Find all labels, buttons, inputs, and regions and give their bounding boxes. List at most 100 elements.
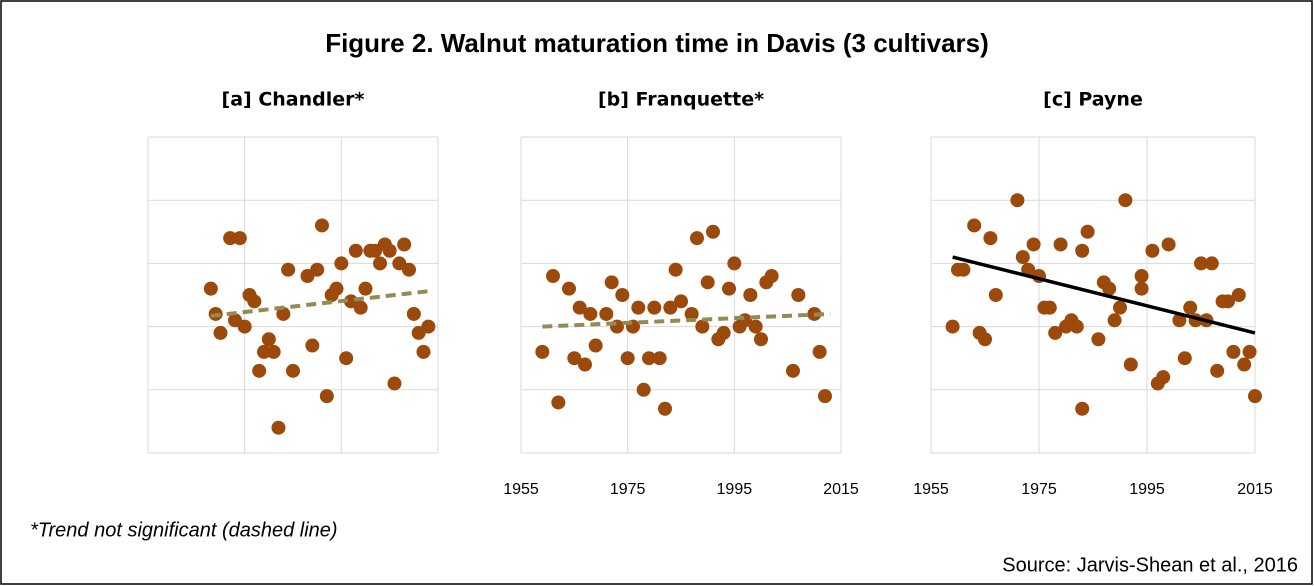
point: [1183, 300, 1198, 315]
point: [276, 306, 291, 321]
point: [1226, 344, 1241, 359]
point: [695, 319, 710, 334]
point: [329, 281, 344, 296]
point: [706, 224, 720, 239]
point: [663, 300, 678, 315]
point: [247, 294, 262, 309]
point: [402, 262, 416, 277]
point: [588, 338, 603, 353]
point: [421, 319, 436, 334]
point: [1156, 370, 1171, 385]
point: [818, 389, 832, 404]
point: [1221, 294, 1235, 309]
figure-title: Figure 2. Walnut maturation time in Davi…: [325, 28, 989, 58]
point: [1177, 351, 1192, 366]
point: [583, 306, 598, 321]
point: [397, 237, 412, 252]
point: [203, 281, 218, 296]
point: [1113, 300, 1127, 315]
point: [700, 275, 715, 290]
point: [1161, 237, 1176, 252]
point: [647, 300, 662, 315]
point: [1248, 389, 1262, 404]
point: [1026, 237, 1041, 252]
point: [1242, 344, 1257, 359]
point: [237, 319, 252, 334]
point: [1123, 357, 1138, 372]
point: [636, 382, 651, 397]
x-tick-label: 1955: [913, 481, 949, 498]
point: [674, 294, 688, 309]
point: [387, 376, 402, 391]
point: [373, 256, 387, 271]
point: [1080, 224, 1095, 239]
point: [615, 288, 630, 302]
point: [1172, 313, 1187, 328]
point: [286, 363, 300, 378]
point: [223, 231, 238, 246]
point: [281, 262, 296, 277]
point: [1010, 193, 1025, 208]
point: [1021, 262, 1036, 277]
point: [1118, 193, 1133, 208]
point: [658, 401, 672, 416]
x-tick-label: 1975: [1021, 481, 1057, 498]
point: [261, 332, 276, 347]
point: [319, 389, 334, 404]
point: [716, 325, 731, 340]
point: [382, 243, 397, 258]
point: [578, 357, 592, 372]
point: [1210, 363, 1225, 378]
trendline: [952, 255, 1256, 335]
point: [727, 256, 742, 271]
point: [1107, 313, 1122, 328]
panel-title: [b] Franquette*: [598, 89, 764, 111]
point: [416, 344, 431, 359]
panel-title: [c] Payne: [1043, 89, 1143, 111]
point: [535, 344, 550, 359]
point: [1075, 401, 1090, 416]
x-tick-label: 2015: [1237, 481, 1273, 498]
point: [252, 363, 267, 378]
point: [967, 218, 982, 233]
point: [1053, 237, 1068, 252]
point: [945, 319, 960, 334]
point: [786, 363, 800, 378]
point: [690, 231, 704, 246]
point: [1134, 269, 1149, 284]
point: [764, 269, 779, 284]
point: [1069, 319, 1084, 334]
point: [562, 281, 576, 296]
point: [546, 269, 560, 284]
point: [983, 231, 998, 246]
point: [266, 344, 281, 359]
point: [978, 332, 992, 347]
point: [1075, 243, 1090, 258]
point: [315, 218, 329, 233]
point: [334, 256, 349, 271]
point: [353, 300, 368, 315]
point: [631, 300, 646, 315]
point: [567, 351, 582, 366]
point: [743, 288, 758, 302]
trendline: [542, 311, 831, 329]
point: [1102, 281, 1117, 296]
point: [213, 325, 228, 340]
x-tick-label: 1975: [610, 481, 646, 498]
source: Source: Jarvis-Shean et al., 2016: [1002, 554, 1298, 576]
trendline: [210, 289, 429, 318]
point: [754, 332, 768, 347]
point: [232, 231, 247, 246]
point: [1204, 256, 1219, 271]
point: [748, 319, 763, 334]
point: [310, 262, 325, 277]
point: [668, 262, 683, 277]
x-tick-label: 1995: [717, 481, 753, 498]
point: [988, 288, 1003, 302]
point: [551, 395, 566, 410]
point: [572, 300, 587, 315]
point: [1194, 256, 1208, 271]
point: [604, 275, 619, 290]
point: [791, 288, 806, 302]
